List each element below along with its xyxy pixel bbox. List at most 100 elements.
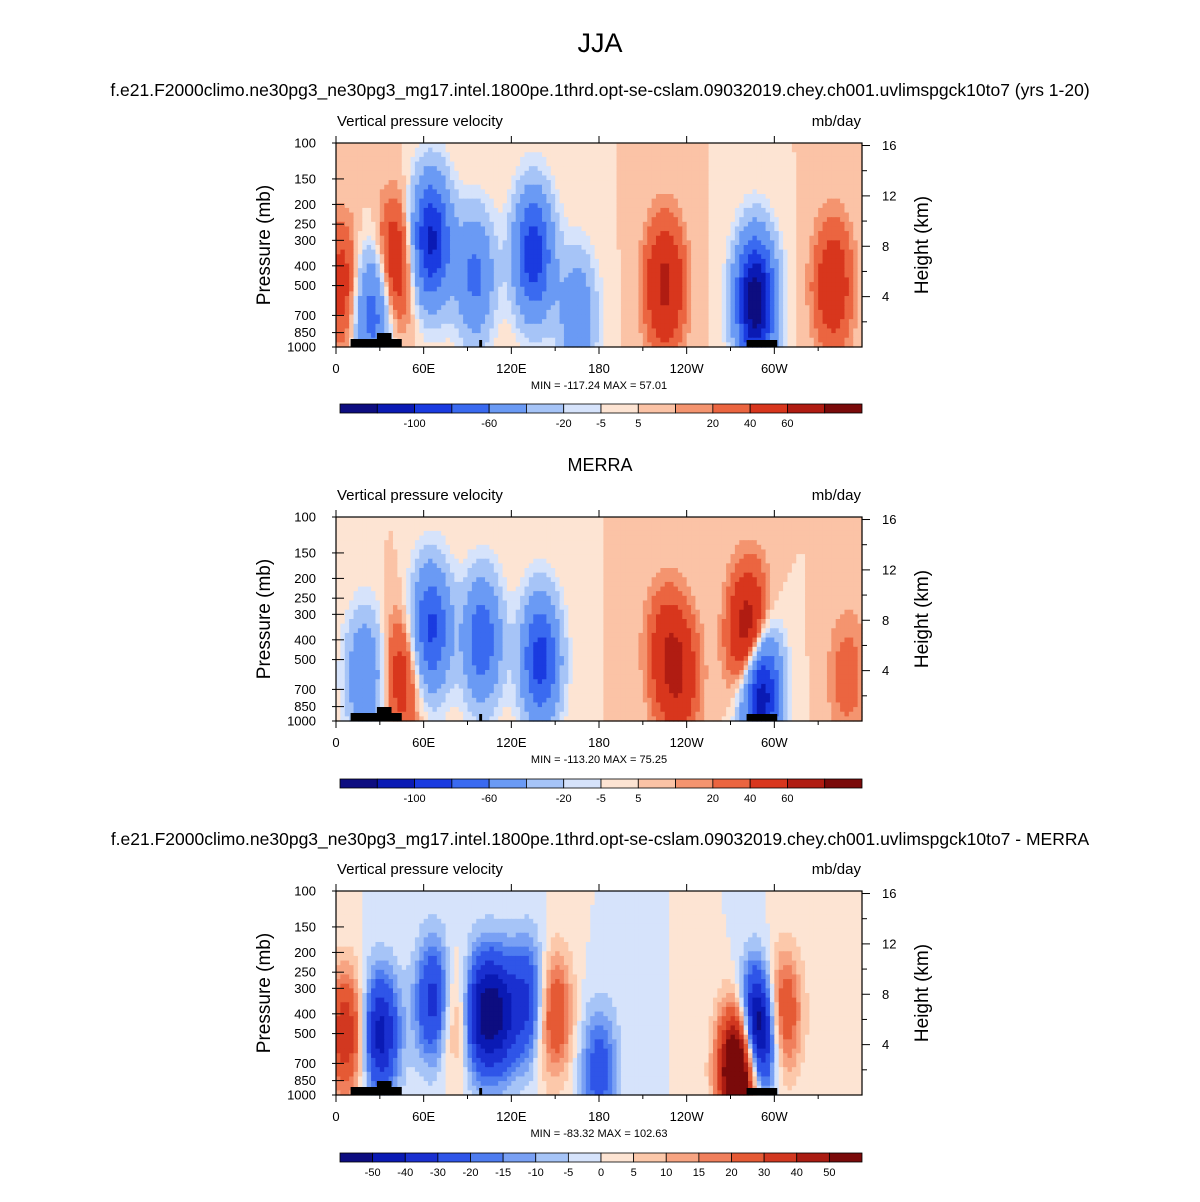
- field-cell: [590, 282, 595, 287]
- field-cell: [823, 296, 828, 301]
- field-cell: [542, 287, 547, 292]
- field-cell: [801, 324, 806, 329]
- field-cell: [384, 152, 389, 157]
- field-cell: [766, 319, 771, 324]
- field-cell: [411, 180, 416, 185]
- field-cell: [362, 213, 367, 218]
- field-cell: [507, 282, 512, 287]
- field-cell: [665, 305, 670, 310]
- field-cell: [849, 259, 854, 264]
- field-cell: [367, 319, 372, 324]
- field-cell: [441, 305, 446, 310]
- field-cell: [612, 264, 617, 269]
- field-cell: [446, 222, 451, 227]
- field-cell: [643, 143, 648, 148]
- field-cell: [555, 319, 560, 324]
- field-cell: [844, 236, 849, 241]
- field-cell: [498, 254, 503, 259]
- field-cell: [660, 254, 665, 259]
- field-cell: [577, 208, 582, 213]
- field-cell: [520, 250, 525, 255]
- field-cell: [590, 287, 595, 292]
- field-cell: [643, 236, 648, 241]
- field-cell: [354, 328, 359, 333]
- field-cell: [774, 143, 779, 148]
- field-cell: [573, 175, 578, 180]
- field-cell: [682, 254, 687, 259]
- field-cell: [691, 273, 696, 278]
- field-cell: [336, 273, 341, 278]
- field-cell: [437, 236, 442, 241]
- field-cell: [643, 240, 648, 245]
- field-cell: [752, 287, 757, 292]
- field-cell: [397, 180, 402, 185]
- field-cell: [652, 310, 657, 315]
- field-cell: [827, 250, 832, 255]
- field-cell: [801, 254, 806, 259]
- field-cell: [415, 152, 420, 157]
- field-cell: [494, 259, 499, 264]
- field-cell: [375, 208, 380, 213]
- field-cell: [459, 315, 464, 320]
- field-cell: [634, 277, 639, 282]
- field-cell: [656, 199, 661, 204]
- field-cell: [792, 171, 797, 176]
- field-cell: [801, 208, 806, 213]
- field-cell: [489, 264, 494, 269]
- field-cell: [818, 236, 823, 241]
- field-cell: [713, 217, 718, 222]
- field-cell: [454, 180, 459, 185]
- field-cell: [709, 171, 714, 176]
- field-cell: [647, 291, 652, 296]
- field-cell: [603, 324, 608, 329]
- field-cell: [581, 185, 586, 190]
- field-cell: [542, 203, 547, 208]
- field-cell: [577, 236, 582, 241]
- field-cell: [581, 189, 586, 194]
- field-cell: [796, 282, 801, 287]
- field-cell: [481, 180, 486, 185]
- field-cell: [612, 291, 617, 296]
- field-cell: [468, 291, 473, 296]
- field-cell: [809, 231, 814, 236]
- field-cell: [805, 199, 810, 204]
- field-cell: [590, 268, 595, 273]
- field-cell: [463, 213, 468, 218]
- field-cell: [717, 254, 722, 259]
- field-cell: [454, 231, 459, 236]
- field-cell: [586, 287, 591, 292]
- field-cell: [463, 157, 468, 162]
- field-cell: [590, 259, 595, 264]
- field-cell: [612, 185, 617, 190]
- field-cell: [717, 203, 722, 208]
- field-cell: [638, 240, 643, 245]
- field-cell: [770, 240, 775, 245]
- field-cell: [621, 217, 626, 222]
- field-cell: [340, 273, 345, 278]
- field-cell: [796, 254, 801, 259]
- field-cell: [481, 162, 486, 167]
- field-cell: [660, 259, 665, 264]
- field-cell: [603, 148, 608, 153]
- field-cell: [397, 236, 402, 241]
- field-cell: [336, 162, 341, 167]
- field-cell: [603, 203, 608, 208]
- field-cell: [411, 162, 416, 167]
- field-cell: [472, 245, 477, 250]
- field-cell: [849, 157, 854, 162]
- field-cell: [770, 291, 775, 296]
- field-cell: [393, 310, 398, 315]
- field-cell: [468, 305, 473, 310]
- field-cell: [415, 333, 420, 338]
- field-cell: [761, 245, 766, 250]
- field-cell: [397, 291, 402, 296]
- field-cell: [432, 310, 437, 315]
- field-cell: [533, 291, 538, 296]
- field-cell: [665, 157, 670, 162]
- field-cell: [625, 333, 630, 338]
- field-cell: [853, 194, 858, 199]
- field-cell: [748, 264, 753, 269]
- field-cell: [524, 171, 529, 176]
- field-cell: [463, 231, 468, 236]
- field-cell: [643, 264, 648, 269]
